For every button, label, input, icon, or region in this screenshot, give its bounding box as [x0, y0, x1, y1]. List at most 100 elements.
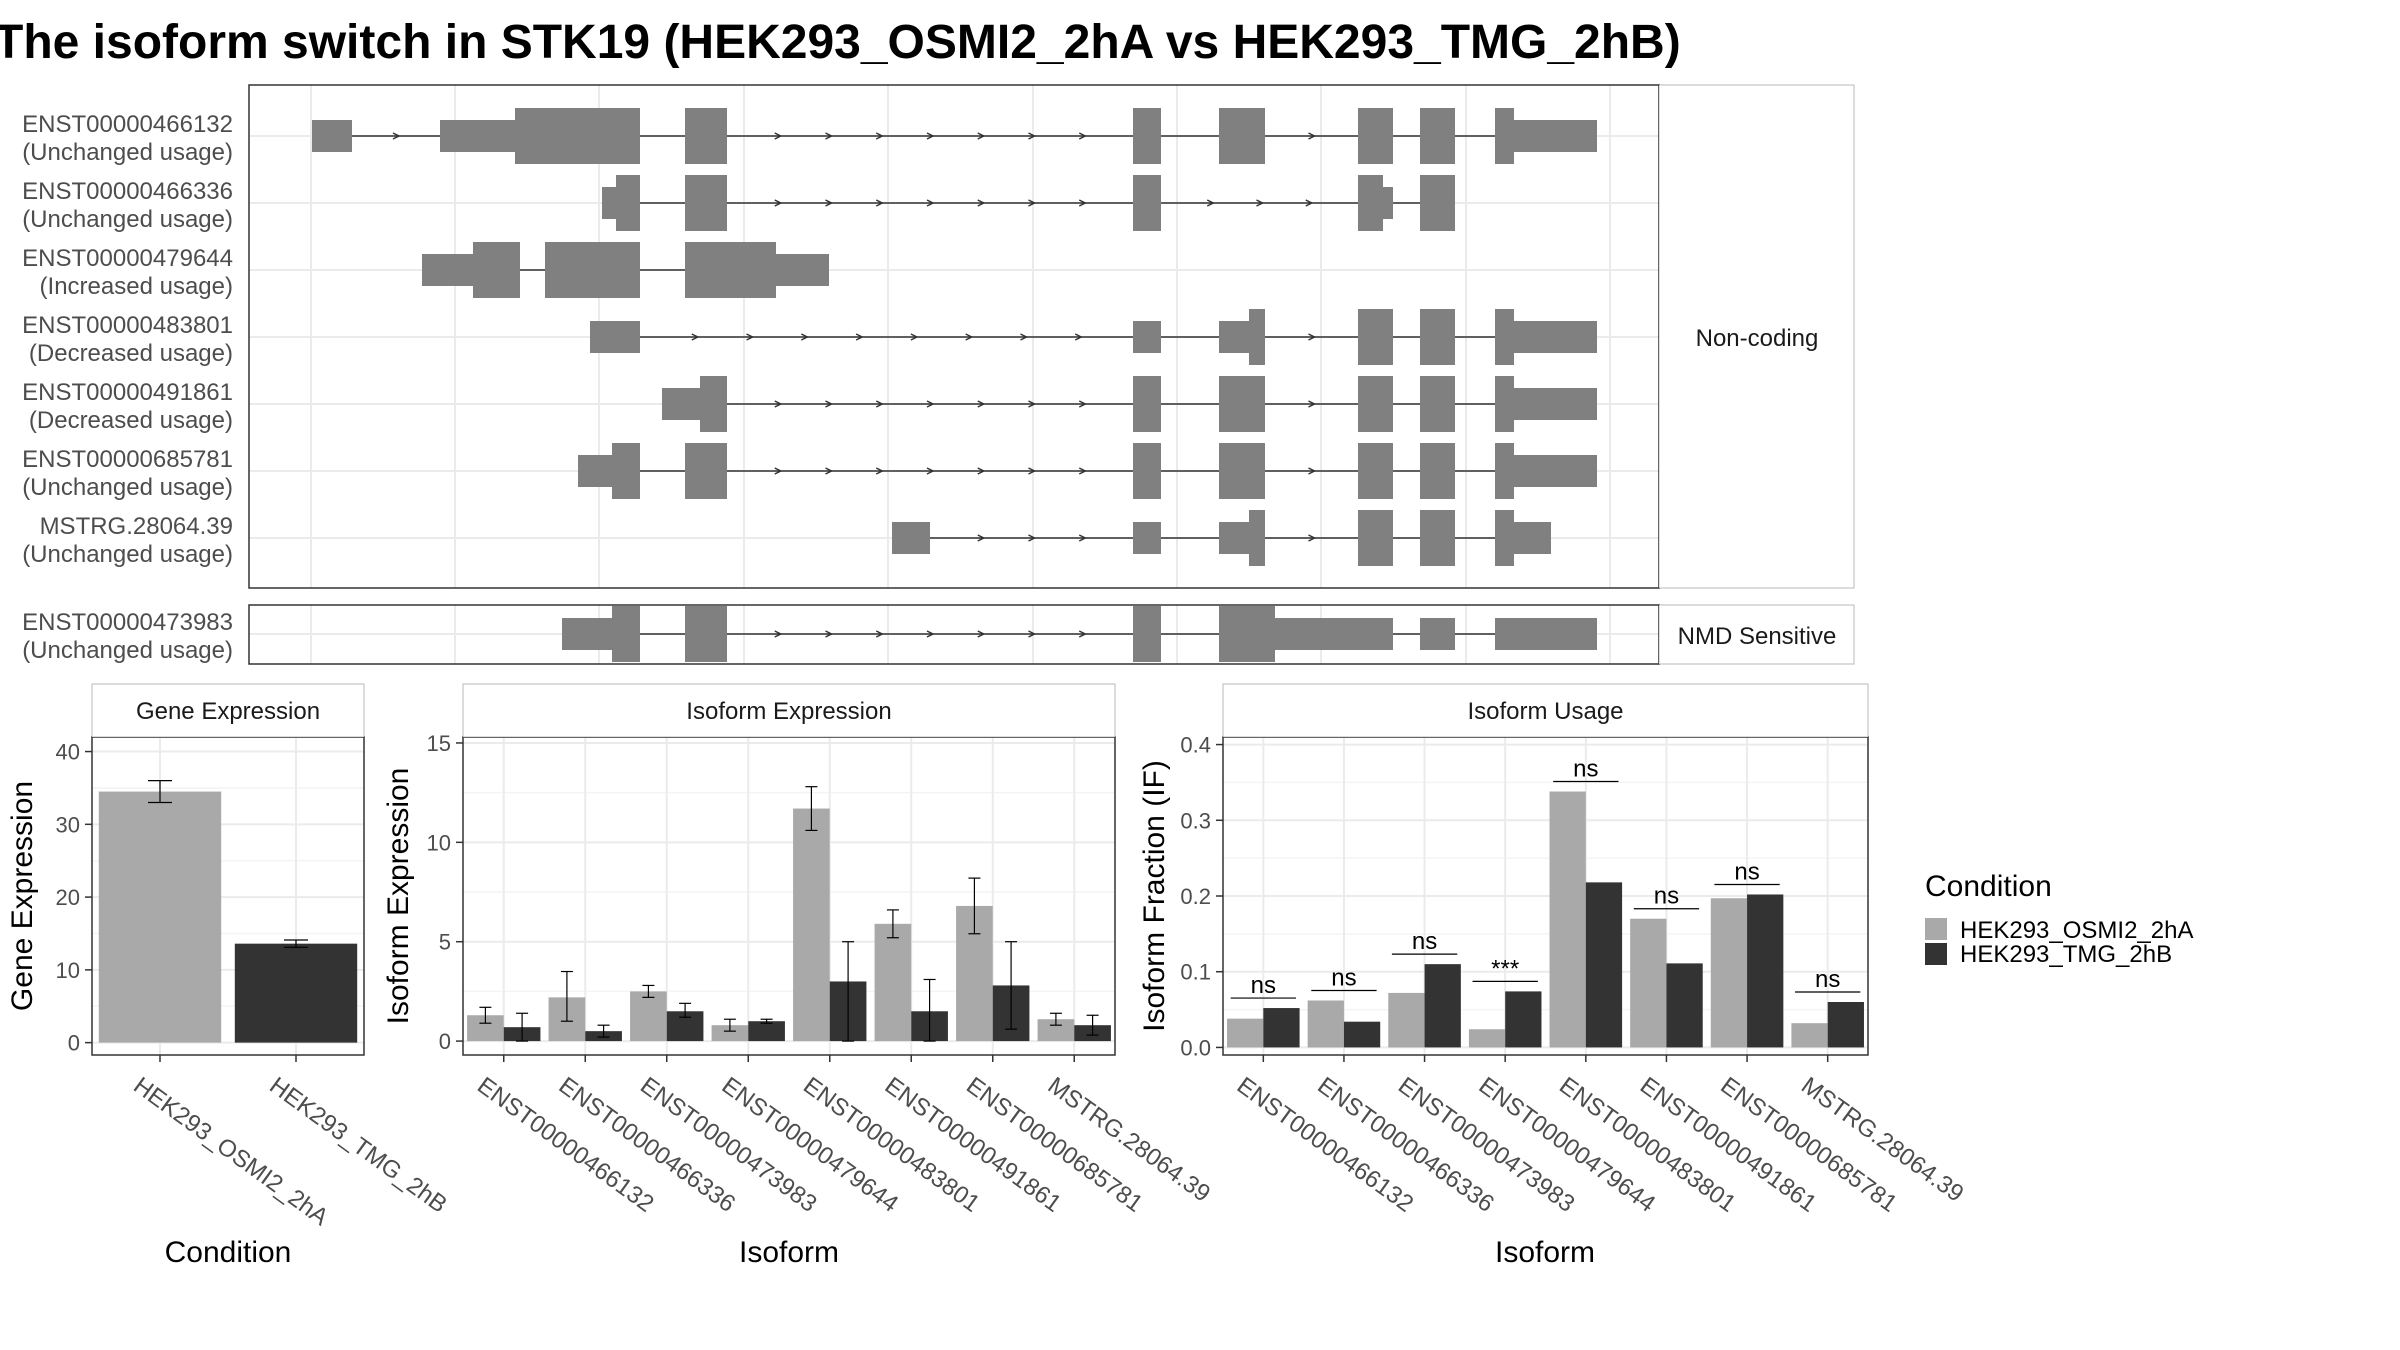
- intron-arrow: [825, 400, 834, 408]
- intron-arrow: [977, 400, 986, 408]
- y-tick-label: 15: [427, 731, 451, 756]
- intron-arrow: [746, 333, 755, 341]
- exon: [1420, 443, 1455, 499]
- intron-arrow: [774, 400, 783, 408]
- exon: [578, 455, 612, 487]
- intron-arrow: [1028, 534, 1037, 542]
- intron-arrow: [977, 630, 986, 638]
- intron-arrow: [926, 132, 935, 140]
- facet-label-nmd: NMD Sensitive: [1678, 623, 1837, 650]
- intron-arrow: [1028, 467, 1037, 475]
- exon: [662, 388, 700, 420]
- transcript-usage-enst00000466336: (Unchanged usage): [22, 206, 233, 233]
- exon: [1514, 120, 1597, 152]
- intron-arrow: [774, 630, 783, 638]
- exon: [892, 522, 930, 554]
- transcript-usage-enst00000491861: (Decreased usage): [29, 407, 233, 434]
- intron-arrow: [926, 467, 935, 475]
- bar-hek293-osmi2-2ha-enst00000491861: [874, 923, 912, 1042]
- exon: [1133, 376, 1161, 432]
- y-tick-label: 40: [56, 740, 80, 765]
- facet-label-noncoding: Non-coding: [1696, 325, 1819, 352]
- y-tick-label: 10: [56, 958, 80, 983]
- bar-hek293-osmi2-2ha-enst00000483801: [793, 808, 830, 1042]
- facet-strip-noncoding: [1658, 84, 1855, 589]
- intron-arrow: [926, 400, 935, 408]
- exon: [422, 254, 473, 286]
- intron-arrow: [1078, 132, 1087, 140]
- transcript-label-enst00000479644: ENST00000479644: [22, 245, 233, 272]
- exon: [1495, 443, 1514, 499]
- y-tick-label: 0: [68, 1031, 80, 1056]
- intron-arrow: [1308, 534, 1317, 542]
- intron-arrow: [1028, 132, 1037, 140]
- y-tick-label: 10: [427, 830, 451, 855]
- intron-arrow: [1078, 400, 1087, 408]
- bar-hek293-tmg-2hb-enst00000491861: [1666, 963, 1703, 1048]
- y-tick-label: 0: [439, 1029, 451, 1054]
- intron-arrow: [1078, 199, 1087, 207]
- exon: [1358, 510, 1393, 566]
- intron-arrow: [1305, 199, 1314, 207]
- transcript-usage-enst00000483801: (Decreased usage): [29, 340, 233, 367]
- exon: [1133, 606, 1161, 662]
- y-tick-label: 0.1: [1180, 960, 1211, 985]
- intron-arrow: [977, 534, 986, 542]
- facet-strip: [1222, 683, 1869, 738]
- intron-arrow: [1308, 333, 1317, 341]
- bar-hek293-osmi2-2ha-enst00000473983: [1388, 992, 1425, 1048]
- intron-arrow: [875, 467, 884, 475]
- bar-hek293-osmi2-2ha-enst00000685781: [1710, 898, 1748, 1048]
- exon: [1133, 443, 1161, 499]
- exon: [590, 321, 640, 353]
- facet-strip-nmd: [1658, 604, 1855, 665]
- bar-hek293-osmi2-2ha-mstrg-28064-39: [1791, 1023, 1828, 1048]
- exon: [685, 175, 727, 231]
- chart-title: Isoform Expression: [686, 698, 891, 725]
- bar-hek293-osmi2-2ha-enst00000479644: [1468, 1029, 1506, 1048]
- exon: [616, 175, 640, 231]
- intron-arrow: [1078, 534, 1087, 542]
- exon: [1514, 321, 1597, 353]
- exon: [1495, 309, 1514, 365]
- transcript-usage-enst00000466132: (Unchanged usage): [22, 139, 233, 166]
- exon: [312, 120, 352, 152]
- exon: [1219, 606, 1275, 662]
- bar-hek293-tmg-2hb-mstrg-28064-39: [1827, 1002, 1864, 1048]
- exon: [545, 242, 640, 298]
- intron-arrow: [774, 467, 783, 475]
- legend-label-tmg: HEK293_TMG_2hB: [1960, 941, 2172, 968]
- exon: [562, 618, 612, 650]
- intron-arrow: [392, 132, 401, 140]
- bar-hek293-tmg-2hb-enst00000466132: [1263, 1008, 1300, 1048]
- exon: [1249, 510, 1265, 566]
- bar-hek293-tmg-2hb-enst00000685781: [1747, 894, 1784, 1048]
- exon: [1219, 443, 1265, 499]
- y-tick-label: 5: [439, 930, 451, 955]
- bar-hek293-osmi2-2ha-enst00000479644: [711, 1025, 749, 1042]
- y-tick-label: 20: [56, 885, 80, 910]
- exon: [612, 606, 640, 662]
- x-axis-title: Isoform: [1495, 1236, 1595, 1269]
- exon: [1133, 175, 1161, 231]
- intron-arrow: [926, 199, 935, 207]
- intron-arrow: [1028, 630, 1037, 638]
- intron-arrow: [1028, 199, 1037, 207]
- exon: [1219, 376, 1265, 432]
- exon: [1358, 443, 1393, 499]
- transcript-exons: [312, 108, 1597, 662]
- y-tick-label: 0.0: [1180, 1035, 1211, 1060]
- intron-arrow: [1308, 400, 1317, 408]
- transcript-labels: ENST00000466132(Unchanged usage)ENST0000…: [22, 111, 233, 664]
- intron-arrow: [825, 467, 834, 475]
- intron-arrow: [1020, 333, 1029, 341]
- exon: [602, 187, 616, 219]
- intron-arrow: [800, 333, 810, 341]
- bar-hek293-osmi2-2ha-enst00000473983: [630, 991, 667, 1042]
- exon: [685, 606, 727, 662]
- figure-title: The isoform switch in STK19 (HEK293_OSMI…: [0, 16, 1681, 69]
- significance-label: ***: [1491, 955, 1519, 982]
- transcript-label-enst00000466132: ENST00000466132: [22, 111, 233, 138]
- significance-label: ns: [1412, 928, 1437, 955]
